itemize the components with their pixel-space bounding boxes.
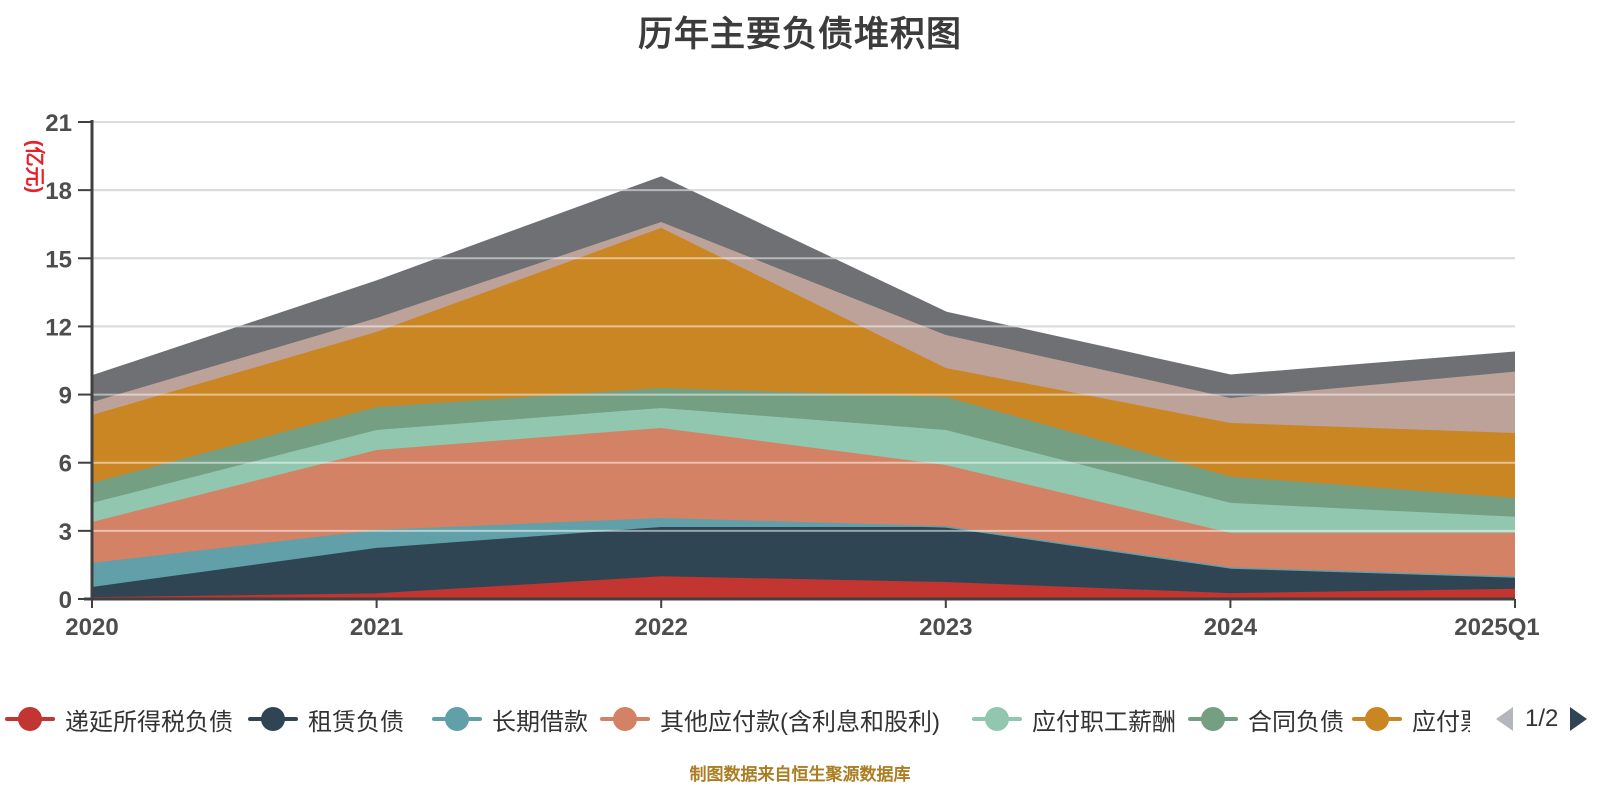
legend-marker-icon (1188, 706, 1238, 732)
y-axis-tick-label: 9 (59, 383, 72, 410)
legend-marker-icon (248, 706, 298, 732)
area-series (92, 177, 1515, 403)
legend-item-3[interactable]: 长期借款 (432, 698, 588, 740)
y-axis-tick-label: 18 (45, 178, 72, 205)
legend-item-label: 租赁负债 (308, 708, 404, 736)
x-axis-tick-label: 2020 (65, 614, 118, 641)
y-axis-tick-label: 6 (59, 451, 72, 478)
x-axis-tick-label: 2025Q1 (1454, 614, 1539, 641)
legend-item-label: 合同负债 (1248, 708, 1344, 736)
chart-title: 历年主要负债堆积图 (637, 15, 962, 54)
series-line (91, 176, 1516, 379)
legend-item-label: 应付票 (1412, 708, 1470, 736)
legend-item-2[interactable]: 租赁负债 (248, 698, 404, 740)
legend-marker-icon (5, 706, 55, 732)
legend-marker-icon (432, 706, 482, 732)
x-axis-tick-label: 2024 (1204, 614, 1258, 641)
x-axis-tick-label: 2021 (350, 614, 403, 641)
area-series (92, 526, 1515, 598)
legend-prev-page-icon[interactable] (1496, 707, 1513, 731)
area-series (92, 407, 1515, 533)
legend-item-4[interactable]: 其他应付款(含利息和股利) (600, 698, 940, 740)
data-source-credit: 制图数据来自恒生聚源数据库 (689, 765, 911, 784)
legend-item-label: 长期借款 (492, 708, 588, 736)
x-axis-tick-label: 2023 (919, 614, 972, 641)
legend-pager: 1/2 (1496, 698, 1588, 740)
y-axis-tick-label: 21 (45, 110, 72, 137)
legend-item-5[interactable]: 应付职工薪酬 (972, 698, 1176, 740)
legend-marker-icon (600, 706, 650, 732)
legend-page-indicator: 1/2 (1525, 705, 1559, 732)
legend-item-7[interactable]: 应付票 (1352, 698, 1470, 740)
legend-item-label: 应付职工薪酬 (1032, 708, 1176, 736)
area-series (92, 387, 1515, 517)
area-series (92, 227, 1515, 498)
y-axis-tick-label: 0 (59, 587, 72, 614)
legend-item-label: 递延所得税负债 (65, 708, 233, 736)
area-series (92, 576, 1515, 599)
x-axis-tick-label: 2022 (635, 614, 688, 641)
y-axis-unit-label: (亿元) (23, 139, 46, 194)
legend-item-6[interactable]: 合同负债 (1188, 698, 1344, 740)
y-axis-tick-label: 3 (59, 519, 72, 546)
y-axis-tick-label: 12 (45, 314, 72, 341)
area-series (92, 517, 1515, 587)
legend-marker-icon (1352, 706, 1402, 732)
legend-item-1[interactable]: 递延所得税负债 (5, 698, 233, 740)
legend: 1/2 递延所得税负债 租赁负债 长期借款 其他应付款(含利息和股利) 应付职工薪酬 合同… (0, 698, 1600, 740)
legend-marker-icon (972, 706, 1022, 732)
y-axis-tick-label: 15 (45, 246, 72, 273)
area-series (92, 427, 1515, 577)
area-series (92, 221, 1515, 433)
legend-next-page-icon[interactable] (1570, 707, 1588, 731)
legend-item-label: 其他应付款(含利息和股利) (660, 708, 940, 736)
